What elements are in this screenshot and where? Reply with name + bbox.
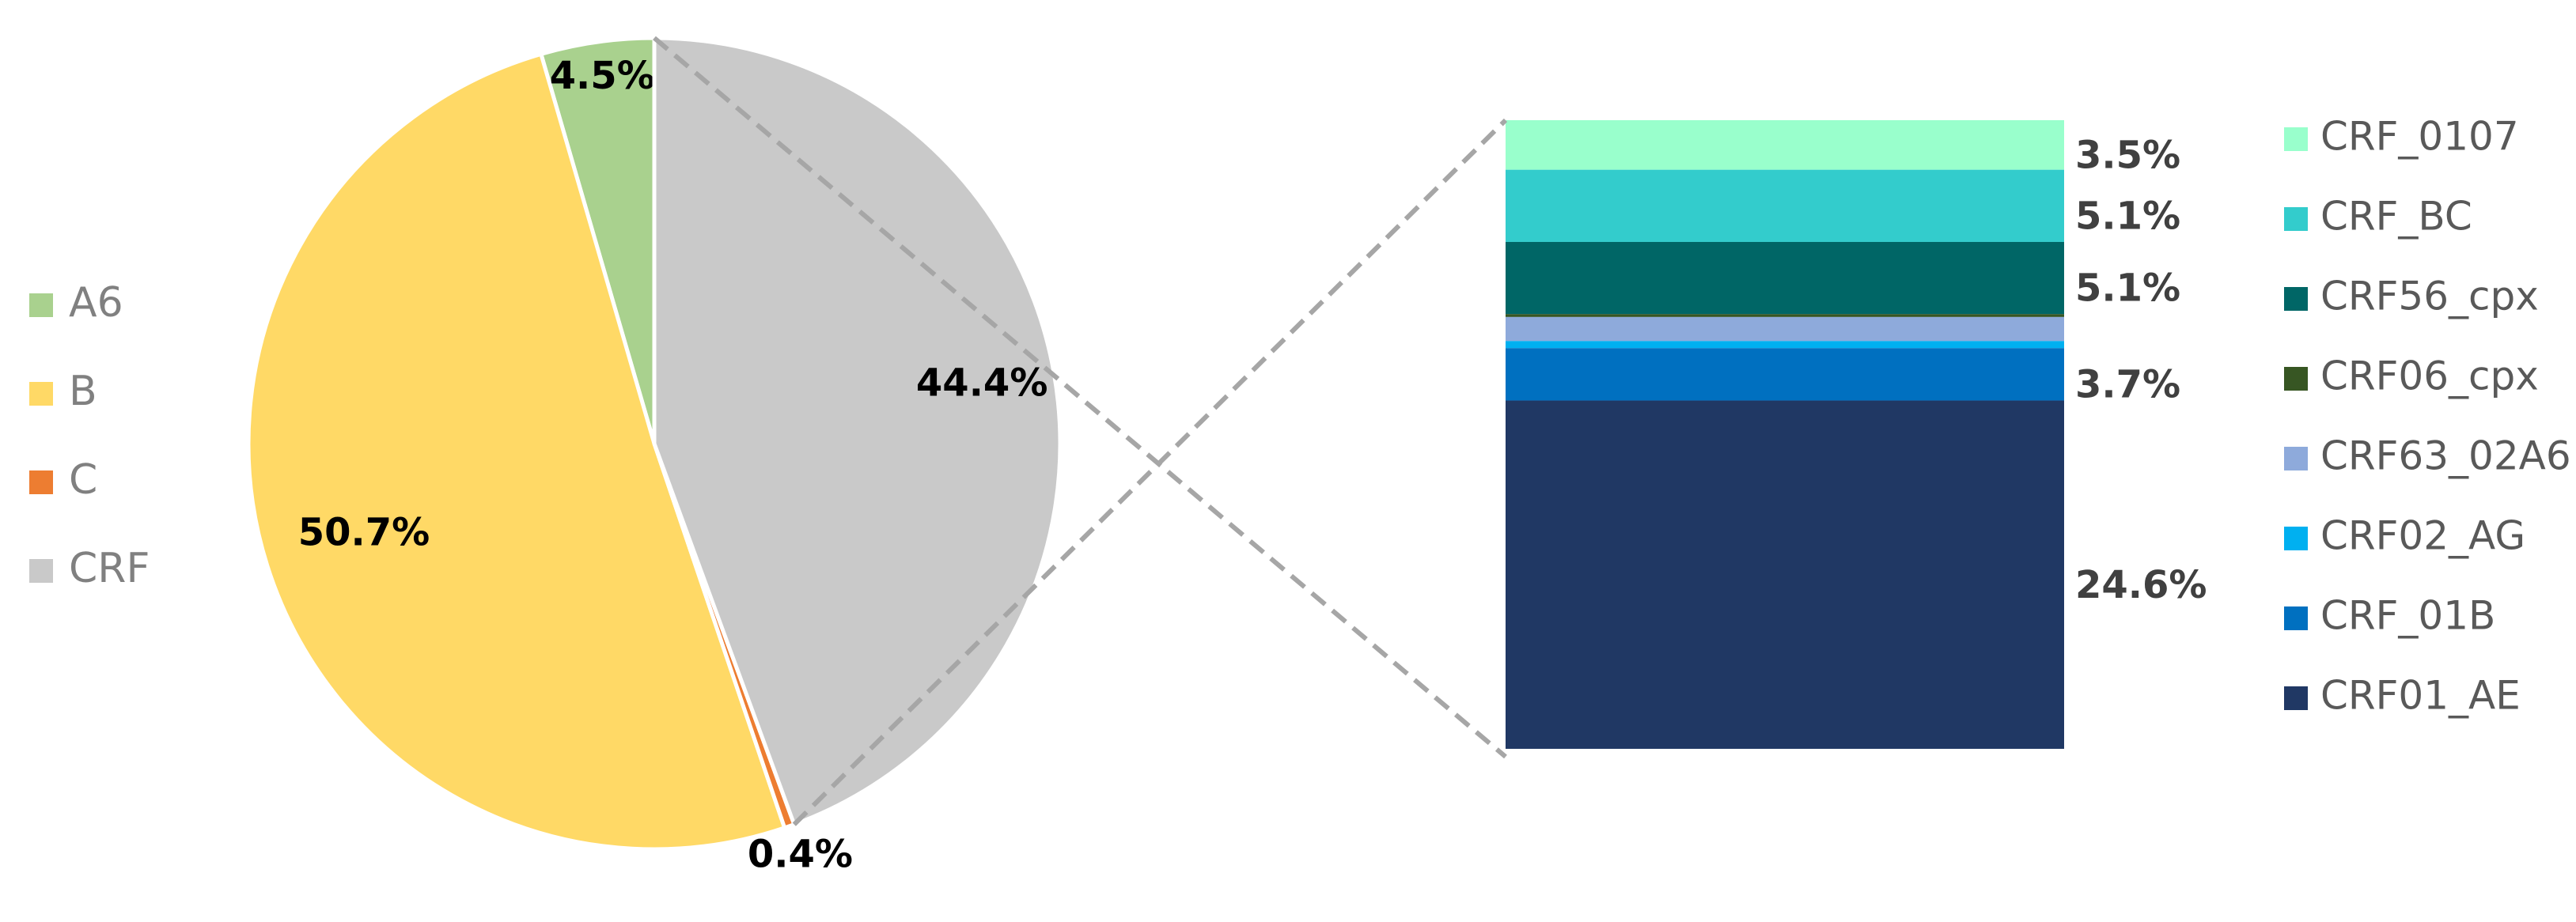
legend-swatch xyxy=(2284,127,2308,151)
legend-label: CRF_BC xyxy=(2320,194,2472,240)
legend-label: CRF06_cpx xyxy=(2320,353,2539,399)
legend-label: CRF01_AE xyxy=(2320,673,2521,719)
legend-swatch xyxy=(2284,606,2308,630)
bar-segment xyxy=(1506,120,2064,170)
bar-segment xyxy=(1506,316,2064,342)
data-label: 50.7% xyxy=(298,510,430,554)
legend-swatch xyxy=(29,470,53,494)
legend-swatch xyxy=(2284,207,2308,231)
legend-swatch xyxy=(29,382,53,406)
data-label: 5.1% xyxy=(2075,194,2180,238)
data-label: 3.5% xyxy=(2075,133,2180,177)
bar-segment xyxy=(1506,348,2064,401)
bar-segment xyxy=(1506,400,2064,749)
bar-segment xyxy=(1506,241,2064,315)
legend-label: CRF xyxy=(69,545,150,592)
bar-segment xyxy=(1506,169,2064,242)
legend-label: C xyxy=(69,456,97,504)
data-label: 5.1% xyxy=(2075,266,2180,311)
legend-swatch xyxy=(2284,367,2308,391)
legend-swatch xyxy=(29,293,53,317)
legend-label: A6 xyxy=(69,279,123,327)
legend-swatch xyxy=(2284,527,2308,550)
data-label: 24.6% xyxy=(2075,563,2207,607)
legend-label: CRF02_AG xyxy=(2320,513,2525,559)
bar-segment xyxy=(1506,341,2064,349)
data-label: 0.4% xyxy=(748,832,853,876)
pie-slice xyxy=(246,51,787,852)
legend-label: CRF_01B xyxy=(2320,593,2495,639)
legend-label: CRF_0107 xyxy=(2320,114,2519,160)
connector-line xyxy=(792,118,1508,826)
data-label: 44.4% xyxy=(916,361,1048,405)
data-label: 4.5% xyxy=(550,54,655,98)
data-label: 3.7% xyxy=(2075,362,2180,406)
legend-swatch xyxy=(2284,287,2308,311)
legend-swatch xyxy=(2284,447,2308,470)
legend-label: B xyxy=(69,368,97,415)
legend-swatch xyxy=(2284,686,2308,710)
legend-swatch xyxy=(29,559,53,583)
connector-line xyxy=(653,36,1507,759)
bar-segment xyxy=(1506,314,2064,317)
legend-label: CRF56_cpx xyxy=(2320,274,2539,319)
legend-label: CRF63_02A6 xyxy=(2320,433,2571,479)
